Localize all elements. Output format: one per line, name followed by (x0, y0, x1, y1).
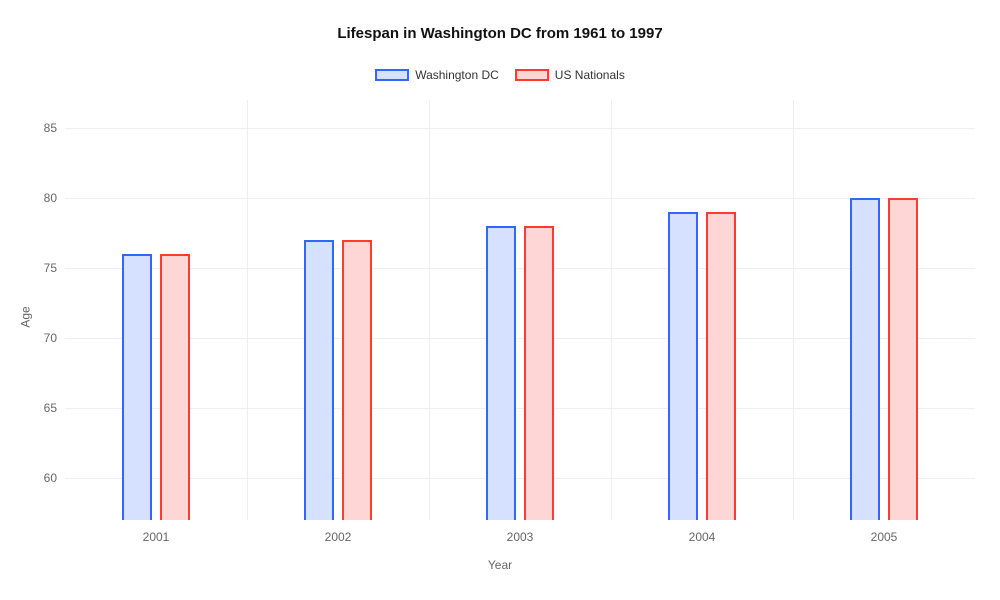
gridline-horizontal (65, 338, 975, 339)
gridline-horizontal (65, 478, 975, 479)
y-tick-label: 70 (44, 331, 65, 345)
bar-us-nationals-2005 (888, 198, 918, 520)
gridline-horizontal (65, 128, 975, 129)
legend-label-0: Washington DC (415, 68, 499, 82)
gridline-vertical (793, 100, 794, 520)
x-tick-label: 2003 (507, 520, 534, 544)
bar-us-nationals-2001 (160, 254, 190, 520)
x-tick-label: 2002 (325, 520, 352, 544)
y-tick-label: 85 (44, 121, 65, 135)
x-tick-label: 2005 (871, 520, 898, 544)
bar-washington-dc-2003 (486, 226, 516, 520)
legend-swatch-0 (375, 69, 409, 81)
gridline-horizontal (65, 198, 975, 199)
gridline-vertical (611, 100, 612, 520)
gridline-horizontal (65, 408, 975, 409)
gridline-vertical (429, 100, 430, 520)
legend: Washington DC US Nationals (0, 68, 1000, 82)
legend-item-0: Washington DC (375, 68, 499, 82)
x-axis-label: Year (0, 558, 1000, 572)
bar-washington-dc-2001 (122, 254, 152, 520)
bar-washington-dc-2004 (668, 212, 698, 520)
y-tick-label: 60 (44, 471, 65, 485)
chart-title: Lifespan in Washington DC from 1961 to 1… (0, 25, 1000, 42)
x-tick-label: 2004 (689, 520, 716, 544)
legend-item-1: US Nationals (515, 68, 625, 82)
y-tick-label: 80 (44, 191, 65, 205)
legend-swatch-1 (515, 69, 549, 81)
y-tick-label: 75 (44, 261, 65, 275)
bar-us-nationals-2003 (524, 226, 554, 520)
y-axis-label: Age (19, 306, 33, 327)
gridline-horizontal (65, 268, 975, 269)
x-tick-label: 2001 (143, 520, 170, 544)
y-tick-label: 65 (44, 401, 65, 415)
gridline-vertical (247, 100, 248, 520)
bar-us-nationals-2002 (342, 240, 372, 520)
bar-washington-dc-2002 (304, 240, 334, 520)
bar-us-nationals-2004 (706, 212, 736, 520)
legend-label-1: US Nationals (555, 68, 625, 82)
bar-washington-dc-2005 (850, 198, 880, 520)
plot-area: 60657075808520012002200320042005 (65, 100, 975, 520)
chart-container: Lifespan in Washington DC from 1961 to 1… (0, 0, 1000, 600)
